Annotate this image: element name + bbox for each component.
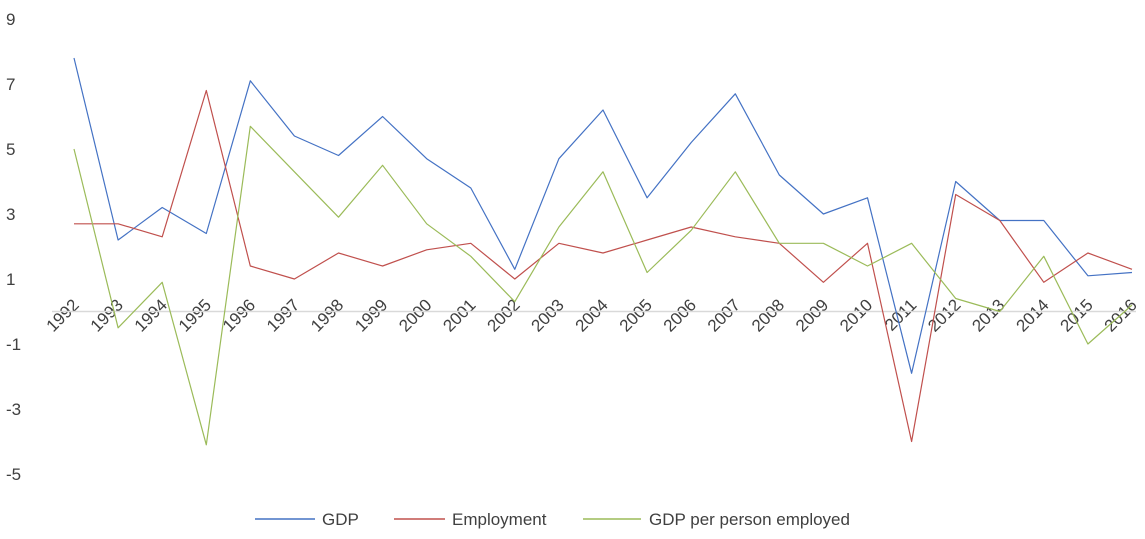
y-tick-label: -5	[6, 465, 21, 484]
x-tick-label: 1995	[175, 295, 215, 335]
series-line-gdp-per-person-employed	[73, 125, 1133, 446]
y-tick-label: 3	[6, 205, 15, 224]
x-tick-label: 1996	[219, 295, 259, 335]
x-tick-label: 2015	[1057, 295, 1097, 335]
legend-label: GDP	[322, 510, 359, 529]
legend-label: Employment	[452, 510, 547, 529]
x-tick-label: 1993	[87, 295, 127, 335]
x-tick-label: 2000	[395, 295, 435, 335]
x-tick-label: 2012	[924, 295, 964, 335]
x-tick-label: 2005	[616, 295, 656, 335]
x-tick-label: 2006	[660, 295, 700, 335]
y-tick-label: 7	[6, 75, 15, 94]
y-tick-label: 9	[6, 10, 15, 29]
series-line-employment	[74, 89, 1133, 443]
legend-item-gdp-per-person-employed: GDP per person employed	[583, 510, 850, 529]
series-layer	[73, 57, 1133, 446]
x-tick-label: 2009	[792, 295, 832, 335]
x-tick-label: 2013	[968, 295, 1008, 335]
legend: GDP Employment GDP per person employed	[255, 510, 850, 529]
x-tick-label: 1997	[263, 295, 303, 335]
x-tick-label: 1999	[351, 295, 391, 335]
legend-item-gdp: GDP	[255, 510, 359, 529]
x-tick-label: 2001	[439, 295, 479, 335]
x-tick-label: 2008	[748, 295, 788, 335]
x-tick-label: 1998	[307, 295, 347, 335]
x-tick-label: 1994	[131, 295, 171, 335]
y-axis: 9 7 5 3 1 -1 -3 -5	[6, 10, 21, 484]
y-tick-label: 1	[6, 270, 15, 289]
x-tick-label: 2004	[572, 295, 612, 335]
x-tick-label: 2003	[528, 295, 568, 335]
x-tick-label: 2002	[483, 295, 523, 335]
legend-label: GDP per person employed	[649, 510, 850, 529]
x-tick-label: 2014	[1012, 295, 1052, 335]
x-tick-label: 1992	[43, 295, 83, 335]
y-tick-label: 5	[6, 140, 15, 159]
y-tick-label: -1	[6, 335, 21, 354]
x-axis: 1992 1993 1994 1995 1996 1997 1998 1999 2000 2001…	[43, 295, 1141, 335]
x-tick-label: 2007	[704, 295, 744, 335]
x-tick-label: 2010	[836, 295, 876, 335]
y-tick-label: -3	[6, 400, 21, 419]
series-line-gdp	[73, 57, 1133, 374]
legend-item-employment: Employment	[394, 510, 547, 529]
